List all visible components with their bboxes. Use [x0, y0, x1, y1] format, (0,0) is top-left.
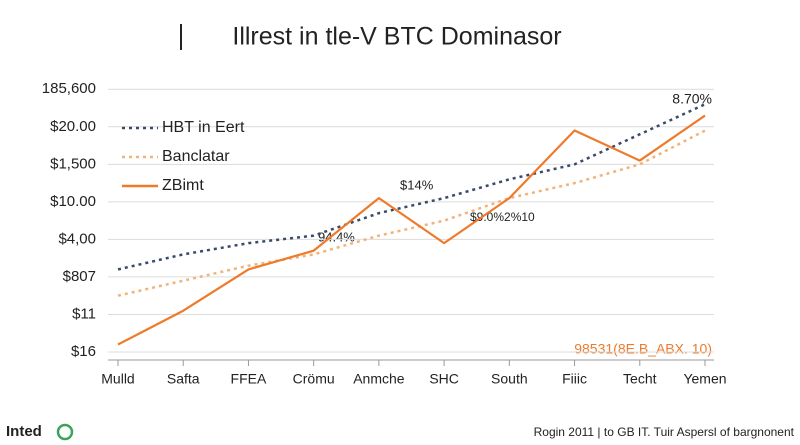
- legend-label: ZBimt: [162, 177, 204, 194]
- y-tick-label: $16: [71, 343, 96, 360]
- y-tick-label: $4,00: [58, 230, 96, 247]
- legend-label: HBT in Eert: [162, 119, 245, 136]
- x-tick-label: Mulld: [101, 371, 134, 387]
- x-tick-label: Crömu: [293, 371, 335, 387]
- annotation: $9.0%2%10: [470, 210, 535, 224]
- x-tick-label: Fiiic: [562, 371, 587, 387]
- y-tick-label: $10.00: [50, 193, 96, 210]
- legend-label: Banclatar: [162, 148, 230, 165]
- x-tick-label: Safta: [167, 371, 200, 387]
- x-tick-label: Techt: [623, 371, 657, 387]
- logo-icon: [56, 423, 74, 441]
- x-tick-label: FFEA: [231, 371, 267, 387]
- y-tick-label: $807: [63, 268, 96, 285]
- y-tick-label: $20.00: [50, 118, 96, 135]
- annotation: $14%: [400, 177, 434, 192]
- y-tick-label: $1,500: [50, 155, 96, 172]
- series-line: [117, 103, 706, 271]
- logo-text: Inted: [6, 423, 42, 440]
- x-tick-label: Anmche: [353, 371, 405, 387]
- x-tick-label: SHC: [429, 371, 459, 387]
- series-line: [117, 114, 706, 346]
- chart-title: Illrest in tle-V BTC Dominasor: [232, 23, 561, 51]
- y-tick-label: $11: [72, 305, 96, 322]
- footer-note: Rogin 2011 | to GB IT. Tuir Aspersl of b…: [534, 425, 795, 439]
- annotation: 8.70%: [672, 91, 712, 107]
- series-line: [117, 129, 706, 297]
- x-tick-label: Yemen: [683, 371, 726, 387]
- y-tick-label: 185,600: [42, 80, 96, 97]
- x-tick-label: South: [491, 371, 528, 387]
- annotation: 98531(8E.B_ABX. 10): [574, 341, 712, 357]
